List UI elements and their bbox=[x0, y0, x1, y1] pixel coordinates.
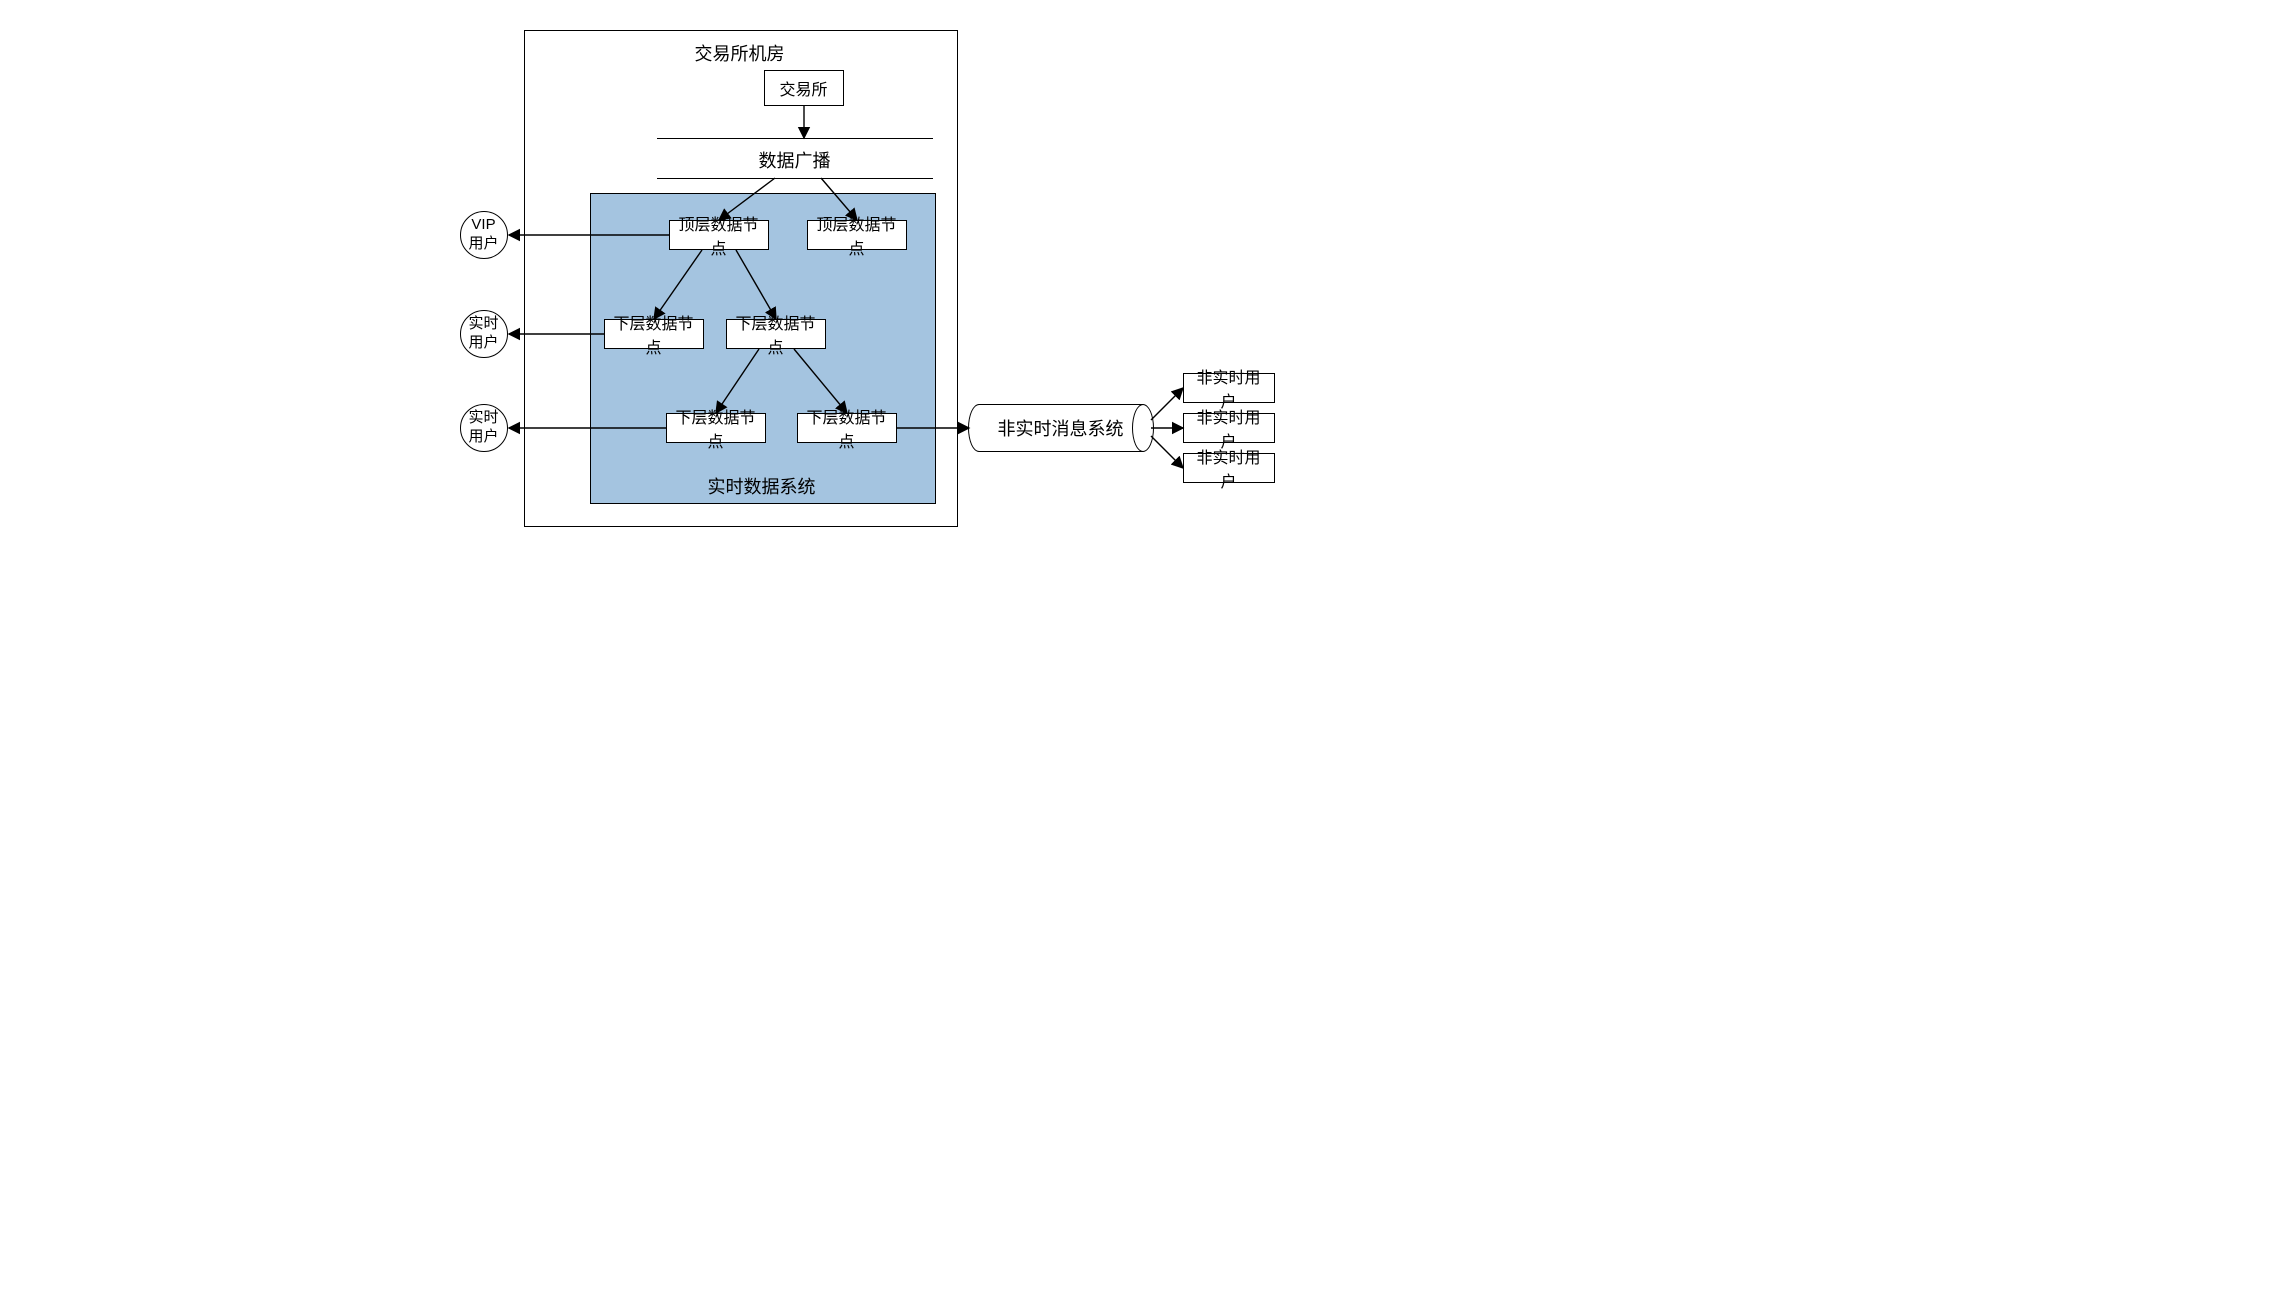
broadcast-line-bottom bbox=[657, 178, 933, 179]
broadcast-label: 数据广播 bbox=[657, 147, 933, 173]
broadcast-line-top bbox=[657, 138, 933, 139]
node-lower-2: 下层数据节点 bbox=[726, 319, 826, 349]
diagram-canvas: 交易所机房 实时数据系统 数据广播 交易所 顶层数据节点 顶层数据节点 下层数据… bbox=[379, 0, 1893, 868]
node-lower-4: 下层数据节点 bbox=[797, 413, 897, 443]
node-exchange: 交易所 bbox=[764, 70, 844, 106]
outer-container-title: 交易所机房 bbox=[524, 40, 956, 66]
cylinder-body: 非实时消息系统 bbox=[979, 404, 1143, 452]
circle-realtime-user-1: 实时用户 bbox=[460, 310, 508, 358]
node-top-right: 顶层数据节点 bbox=[807, 220, 907, 250]
cylinder-right-cap bbox=[1132, 404, 1154, 452]
node-top-left: 顶层数据节点 bbox=[669, 220, 769, 250]
realtime-panel-title: 实时数据系统 bbox=[590, 473, 934, 499]
node-nonrealtime-user-3: 非实时用户 bbox=[1183, 453, 1275, 483]
circle-vip-user: VIP用户 bbox=[460, 211, 508, 259]
node-nonrealtime-user-2: 非实时用户 bbox=[1183, 413, 1275, 443]
node-lower-1: 下层数据节点 bbox=[604, 319, 704, 349]
node-nonrealtime-user-1: 非实时用户 bbox=[1183, 373, 1275, 403]
circle-realtime-user-2: 实时用户 bbox=[460, 404, 508, 452]
node-lower-3: 下层数据节点 bbox=[666, 413, 766, 443]
